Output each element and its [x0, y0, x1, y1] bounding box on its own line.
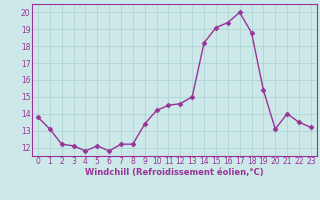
X-axis label: Windchill (Refroidissement éolien,°C): Windchill (Refroidissement éolien,°C)	[85, 168, 264, 177]
